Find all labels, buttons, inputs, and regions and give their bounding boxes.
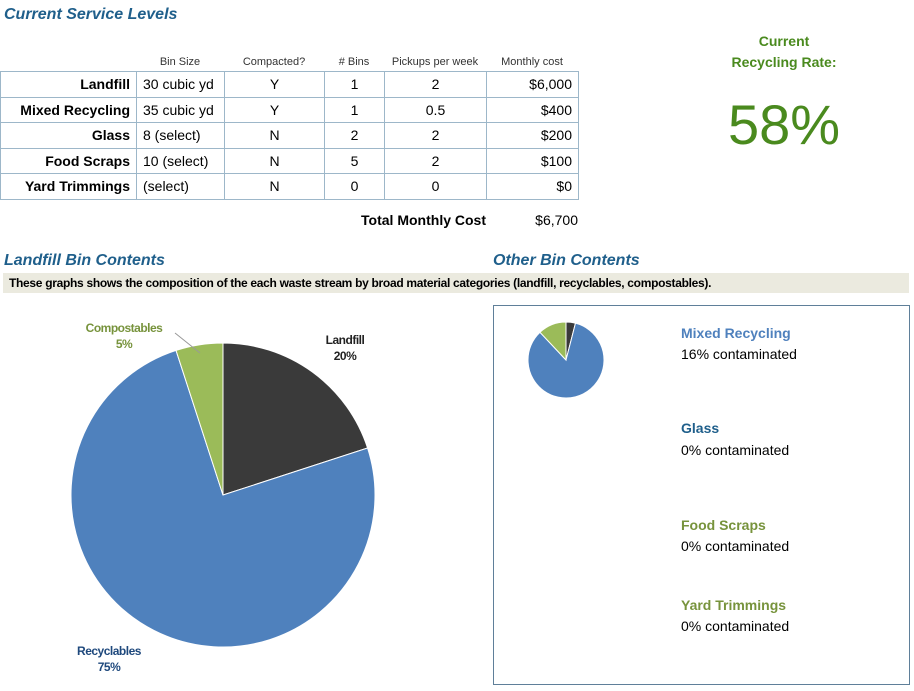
pie-label-recyclables-pct: 75%: [97, 660, 121, 674]
table-row: Landfill 30 cubic yd Y 1 2 $6,000: [0, 71, 579, 98]
bin-size-cell[interactable]: 30 cubic yd: [136, 71, 225, 98]
current-service-levels-title: Current Service Levels: [4, 6, 178, 23]
pie-label-landfill-pct: 20%: [333, 349, 357, 363]
other-bin-contents-panel: [493, 305, 910, 685]
bin-size-cell[interactable]: 10 (select): [136, 147, 225, 174]
pickups-cell[interactable]: 0.5: [384, 96, 487, 123]
compacted-cell[interactable]: Y: [224, 71, 325, 98]
bins-cell[interactable]: 2: [324, 122, 385, 149]
cost-cell[interactable]: $100: [486, 147, 579, 174]
cost-cell[interactable]: $200: [486, 122, 579, 149]
row-name: Food Scraps: [0, 147, 137, 174]
pie-label-compostables: Compostables 5%: [64, 320, 184, 352]
landfill-pie-slice-recyclables: [70, 349, 376, 648]
bins-cell[interactable]: 0: [324, 173, 385, 200]
cost-cell[interactable]: $0: [486, 173, 579, 200]
recycling-rate-label-line2: Recycling Rate:: [731, 54, 837, 70]
pie-label-recyclables-name: Recyclables: [77, 644, 141, 658]
landfill-bin-contents-title: Landfill Bin Contents: [4, 252, 165, 269]
total-monthly-cost-label: Total Monthly Cost: [361, 212, 486, 228]
pie-label-compostables-pct: 5%: [115, 337, 133, 351]
other-bin-status-food-scraps: 0% contaminated: [681, 538, 790, 554]
total-monthly-cost-value: $6,700: [535, 212, 578, 228]
pickups-cell[interactable]: 2: [384, 122, 487, 149]
pie-label-compostables-name: Compostables: [85, 321, 163, 335]
pickups-cell[interactable]: 2: [384, 147, 487, 174]
other-bin-status-yard-trimmings: 0% contaminated: [681, 618, 790, 634]
pickups-cell[interactable]: 2: [384, 71, 487, 98]
table-row: Yard Trimmings (select) N 0 0 $0: [0, 173, 579, 200]
landfill-contents-pie-chart: [70, 332, 376, 648]
recycling-rate-value: 58%: [727, 93, 841, 156]
compacted-cell[interactable]: N: [224, 122, 325, 149]
row-name: Landfill: [0, 71, 137, 98]
other-bin-name-yard-trimmings: Yard Trimmings: [681, 597, 787, 613]
bin-size-cell[interactable]: 8 (select): [136, 122, 225, 149]
col-header-monthly-cost: Monthly cost: [501, 56, 563, 68]
other-bin-name-glass: Glass: [681, 420, 720, 436]
compostables-leader-line: [174, 332, 201, 354]
pie-label-landfill: Landfill 20%: [300, 332, 390, 364]
mixed-recycling-pie-slice-compostables: [539, 321, 567, 362]
row-name: Glass: [0, 122, 137, 149]
bins-cell[interactable]: 1: [324, 71, 385, 98]
service-levels-table: Landfill 30 cubic yd Y 1 2 $6,000 Mixed …: [0, 71, 579, 200]
bin-size-cell[interactable]: (select): [136, 173, 225, 200]
pie-label-landfill-name: Landfill: [325, 333, 365, 347]
landfill-pie-slice-landfill: [222, 342, 369, 496]
col-header-pickups: Pickups per week: [391, 56, 479, 68]
table-row: Mixed Recycling 35 cubic yd Y 1 0.5 $400: [0, 96, 579, 123]
col-header-compacted: Compacted?: [242, 56, 306, 68]
pie-label-recyclables: Recyclables 75%: [54, 643, 164, 675]
landfill-pie-slice-compostables: [175, 342, 224, 496]
row-name: Mixed Recycling: [0, 96, 137, 123]
pickups-cell[interactable]: 0: [384, 173, 487, 200]
col-header-bin-size: Bin Size: [159, 56, 201, 68]
col-header-bins: # Bins: [338, 56, 370, 68]
bin-size-cell[interactable]: 35 cubic yd: [136, 96, 225, 123]
other-bin-status-mixed-recycling: 16% contaminated: [681, 346, 797, 362]
recycling-rate-label: Current Recycling Rate:: [712, 31, 856, 73]
table-row: Food Scraps 10 (select) N 5 2 $100: [0, 147, 579, 174]
bins-cell[interactable]: 1: [324, 96, 385, 123]
bins-cell[interactable]: 5: [324, 147, 385, 174]
other-bin-name-food-scraps: Food Scraps: [681, 517, 766, 533]
mixed-recycling-pie-chart: [527, 321, 605, 399]
chart-description-banner: These graphs shows the composition of th…: [3, 273, 909, 293]
compacted-cell[interactable]: Y: [224, 96, 325, 123]
row-name: Yard Trimmings: [0, 173, 137, 200]
other-bin-contents-title: Other Bin Contents: [493, 252, 640, 269]
table-row: Glass 8 (select) N 2 2 $200: [0, 122, 579, 149]
cost-cell[interactable]: $6,000: [486, 71, 579, 98]
compacted-cell[interactable]: N: [224, 173, 325, 200]
other-bin-name-mixed-recycling: Mixed Recycling: [681, 325, 791, 341]
recycling-rate-label-line1: Current: [758, 33, 810, 49]
other-bin-status-glass: 0% contaminated: [681, 442, 790, 458]
compacted-cell[interactable]: N: [224, 147, 325, 174]
cost-cell[interactable]: $400: [486, 96, 579, 123]
